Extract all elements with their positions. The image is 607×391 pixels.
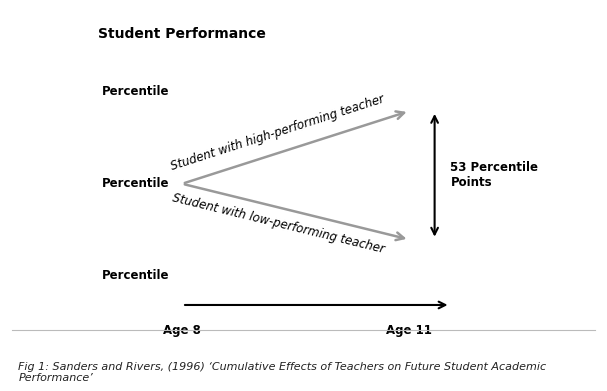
Text: Student Performance: Student Performance xyxy=(98,27,266,41)
Text: Student with high-performing teacher: Student with high-performing teacher xyxy=(169,92,387,173)
Text: Percentile: Percentile xyxy=(102,269,169,282)
Text: Age 11: Age 11 xyxy=(387,325,432,337)
Text: Age 8: Age 8 xyxy=(163,325,201,337)
Text: 53 Percentile
Points: 53 Percentile Points xyxy=(450,161,538,189)
Text: Percentile: Percentile xyxy=(102,177,169,190)
Text: Percentile: Percentile xyxy=(102,85,169,98)
Text: Student with low-performing teacher: Student with low-performing teacher xyxy=(171,192,386,256)
Text: Fig 1: Sanders and Rivers, (1996) ‘Cumulative Effects of Teachers on Future Stud: Fig 1: Sanders and Rivers, (1996) ‘Cumul… xyxy=(18,362,546,383)
